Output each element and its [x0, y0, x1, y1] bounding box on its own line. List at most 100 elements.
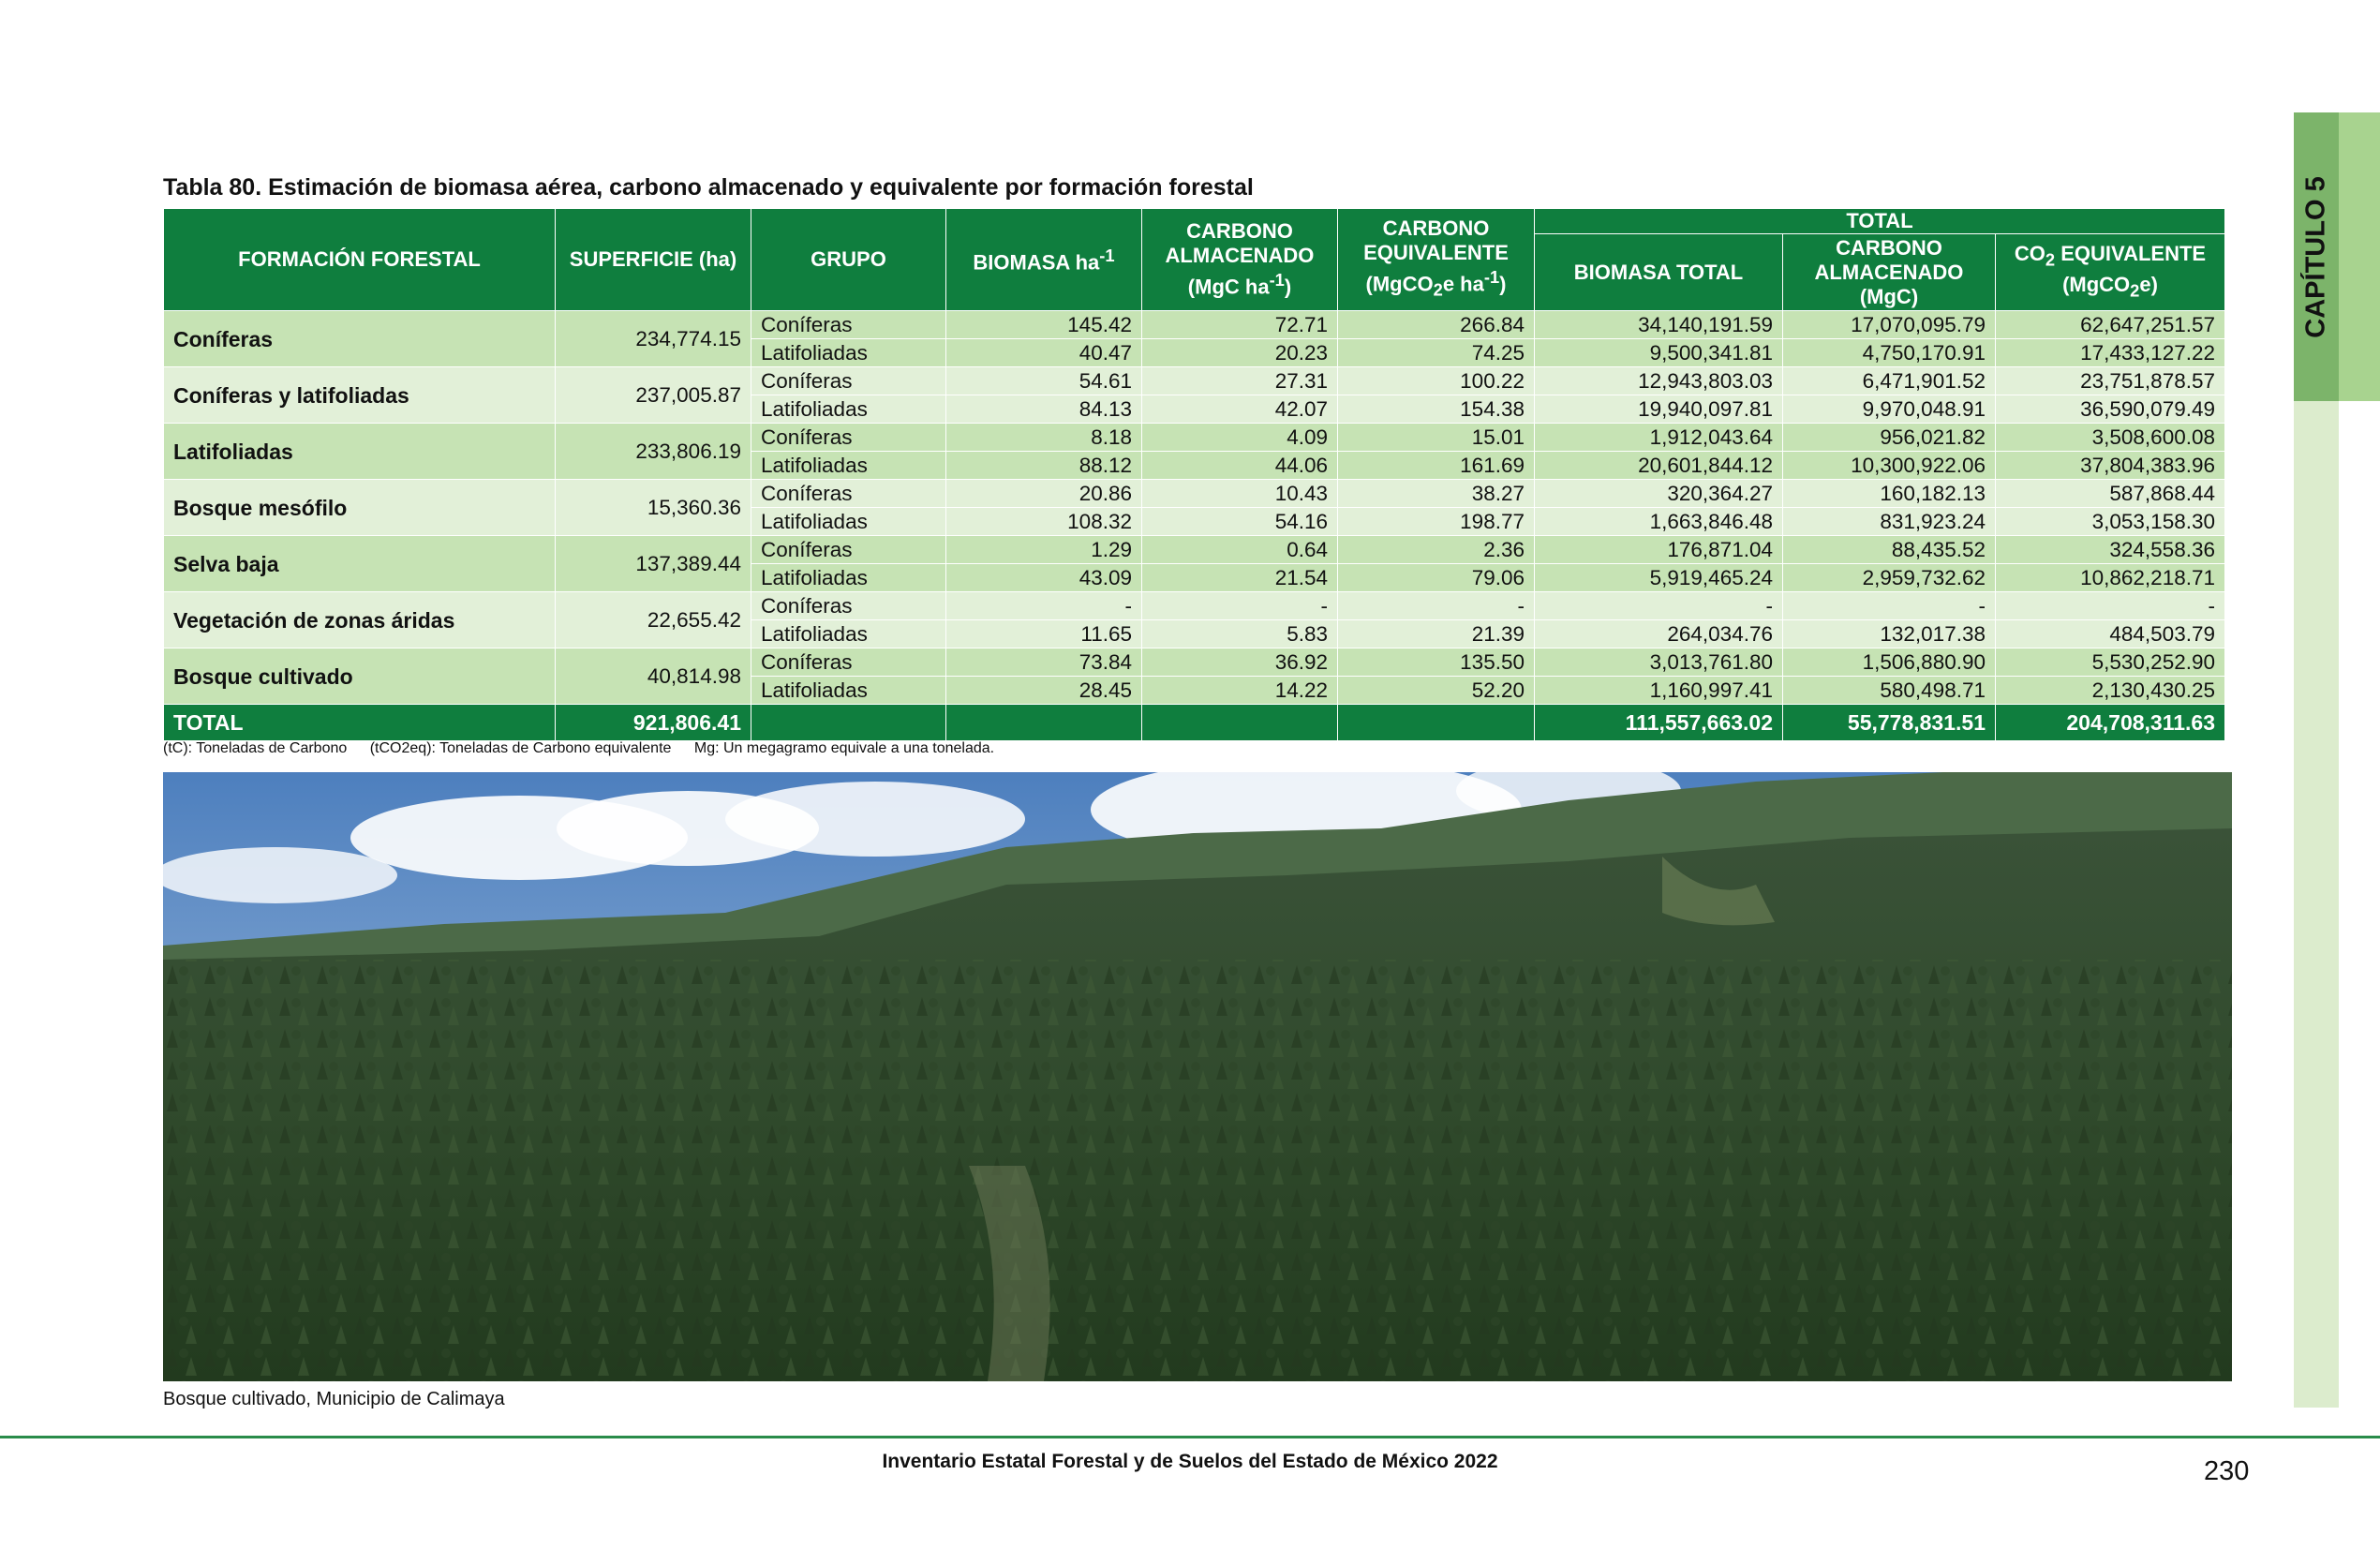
cell-co2-total: 23,751,878.57: [1995, 366, 2225, 395]
cell-co2-total: 324,558.36: [1995, 535, 2225, 564]
cell-equiv: 266.84: [1337, 310, 1535, 339]
cell-grupo: Coníferas: [751, 591, 946, 620]
header-biomasa-ha: BIOMASA ha-1: [945, 208, 1142, 311]
chapter-side-strip: [2294, 401, 2339, 1408]
cell-biomasa: 8.18: [945, 423, 1142, 452]
table-row: Latifoliadas 28.45 14.22 52.20 1,160,997.41 5…: [164, 676, 2225, 705]
header-carbono-equivalente: CARBONO EQUIVALENTE (MgCO2e ha-1): [1337, 208, 1535, 311]
cell-equiv: 198.77: [1337, 507, 1535, 536]
cell-biomasa-total: 176,871.04: [1534, 535, 1783, 564]
cell-formacion: Coníferas y latifoliadas: [163, 366, 556, 424]
cell-grupo: Latifoliadas: [751, 395, 946, 424]
cell-formacion: Coníferas: [163, 310, 556, 367]
table-row: Latifoliadas 11.65 5.83 21.39 264,034.76 132,…: [164, 619, 2225, 648]
cell-carbono: 36.92: [1141, 648, 1338, 677]
table-row: Latifoliadas 84.13 42.07 154.38 19,940,097.8…: [164, 395, 2225, 424]
cell-carbono-total: 88,435.52: [1782, 535, 1996, 564]
table-row: Coníferas 234,774.15 Coníferas 145.42 72.71 2…: [163, 310, 2225, 367]
cell-equiv: 38.27: [1337, 479, 1535, 508]
cell-carbono: 4.09: [1141, 423, 1338, 452]
cell-grupo: Coníferas: [751, 479, 946, 508]
cell-carbono-total: 831,923.24: [1782, 507, 1996, 536]
chapter-label: CAPÍTULO 5: [2300, 175, 2331, 338]
cell-formacion: Bosque cultivado: [163, 648, 556, 705]
header-grupo: GRUPO: [751, 208, 946, 311]
table-notes: (tC): Toneladas de Carbono (tCO2eq): Ton…: [163, 740, 1013, 757]
cell-equiv: 74.25: [1337, 338, 1535, 367]
forest-landscape-illustration: [163, 772, 2232, 1381]
cell-formacion: Latifoliadas: [163, 423, 556, 480]
cell-biomasa: 43.09: [945, 563, 1142, 592]
table-title: Tabla 80. Estimación de biomasa aérea, c…: [163, 174, 1254, 201]
cell-superficie: 137,389.44: [555, 535, 751, 592]
table-row: Coníferas y latifoliadas 237,005.87 Conífe…: [163, 366, 2225, 424]
cell-superficie: 22,655.42: [555, 591, 751, 648]
cell-biomasa-total: 12,943,803.03: [1534, 366, 1783, 395]
cell-carbono-total: 956,021.82: [1782, 423, 1996, 452]
cell-formacion: Bosque mesófilo: [163, 479, 556, 536]
cell-carbono-total: 9,970,048.91: [1782, 395, 1996, 424]
cell-biomasa: 11.65: [945, 619, 1142, 648]
forest-photo: [163, 772, 2232, 1381]
cell-biomasa-total: 3,013,761.80: [1534, 648, 1783, 677]
cell-biomasa-total: 5,919,465.24: [1534, 563, 1783, 592]
cell-superficie: 233,806.19: [555, 423, 751, 480]
cell-biomasa-total: 19,940,097.81: [1534, 395, 1783, 424]
cell-equiv: 135.50: [1337, 648, 1535, 677]
chapter-label-wrap: CAPÍTULO 5: [2294, 112, 2339, 401]
table-row: Latifoliadas 43.09 21.54 79.06 5,919,465.24 2…: [164, 563, 2225, 592]
cell-biomasa: 28.45: [945, 676, 1142, 705]
header-carbono-almacenado: CARBONO ALMACENADO (MgC ha-1): [1141, 208, 1338, 311]
cell-grupo: Coníferas: [751, 310, 946, 339]
cell-grupo: Coníferas: [751, 423, 946, 452]
cell-grupo: Latifoliadas: [751, 619, 946, 648]
chapter-tab-accent: [2339, 112, 2380, 401]
cell-co2-total: 2,130,430.25: [1995, 676, 2225, 705]
total-biomasa: 111,557,663.02: [1534, 704, 1783, 741]
cell-equiv: -: [1337, 591, 1535, 620]
cell-co2-total: 36,590,079.49: [1995, 395, 2225, 424]
total-superficie: 921,806.41: [555, 704, 751, 741]
cell-carbono: 20.23: [1141, 338, 1338, 367]
table-row: Latifoliadas 108.32 54.16 198.77 1,663,846.4…: [164, 507, 2225, 536]
header-biomasa-total: BIOMASA TOTAL: [1534, 233, 1783, 311]
cell-carbono: 42.07: [1141, 395, 1338, 424]
cell-co2-total: 3,053,158.30: [1995, 507, 2225, 536]
cell-grupo: Latifoliadas: [751, 563, 946, 592]
cell-biomasa: 1.29: [945, 535, 1142, 564]
cell-equiv: 154.38: [1337, 395, 1535, 424]
cell-biomasa-total: 1,912,043.64: [1534, 423, 1783, 452]
total-empty: [1337, 704, 1535, 741]
cell-biomasa: -: [945, 591, 1142, 620]
photo-caption: Bosque cultivado, Municipio de Calimaya: [163, 1389, 505, 1409]
cell-grupo: Latifoliadas: [751, 338, 946, 367]
cell-biomasa: 145.42: [945, 310, 1142, 339]
cell-carbono: 0.64: [1141, 535, 1338, 564]
cell-co2-total: 5,530,252.90: [1995, 648, 2225, 677]
cell-equiv: 161.69: [1337, 451, 1535, 480]
cell-grupo: Coníferas: [751, 535, 946, 564]
table-row: Latifoliadas 88.12 44.06 161.69 20,601,844.1…: [164, 451, 2225, 480]
table-row: Vegetación de zonas áridas 22,655.42 Coníf…: [163, 591, 2225, 648]
cell-equiv: 100.22: [1337, 366, 1535, 395]
cell-grupo: Coníferas: [751, 648, 946, 677]
table-row: Latifoliadas 233,806.19 Coníferas 8.18 4.09 1…: [163, 423, 2225, 480]
cell-carbono: 21.54: [1141, 563, 1338, 592]
cell-biomasa: 108.32: [945, 507, 1142, 536]
cell-biomasa-total: -: [1534, 591, 1783, 620]
total-empty: [1141, 704, 1338, 741]
cell-carbono: 72.71: [1141, 310, 1338, 339]
cell-superficie: 234,774.15: [555, 310, 751, 367]
cell-carbono: 5.83: [1141, 619, 1338, 648]
table-row: Bosque mesófilo 15,360.36 Coníferas 20.86 10…: [163, 479, 2225, 536]
header-superficie: SUPERFICIE (ha): [555, 208, 751, 311]
cell-carbono-total: 6,471,901.52: [1782, 366, 1996, 395]
header-formacion: FORMACIÓN FORESTAL: [163, 208, 556, 311]
cell-grupo: Coníferas: [751, 366, 946, 395]
footer-title: Inventario Estatal Forestal y de Suelos …: [882, 1451, 1498, 1472]
cell-biomasa-total: 1,160,997.41: [1534, 676, 1783, 705]
cell-co2-total: 37,804,383.96: [1995, 451, 2225, 480]
cell-co2-total: -: [1995, 591, 2225, 620]
cell-co2-total: 10,862,218.71: [1995, 563, 2225, 592]
cell-biomasa-total: 264,034.76: [1534, 619, 1783, 648]
